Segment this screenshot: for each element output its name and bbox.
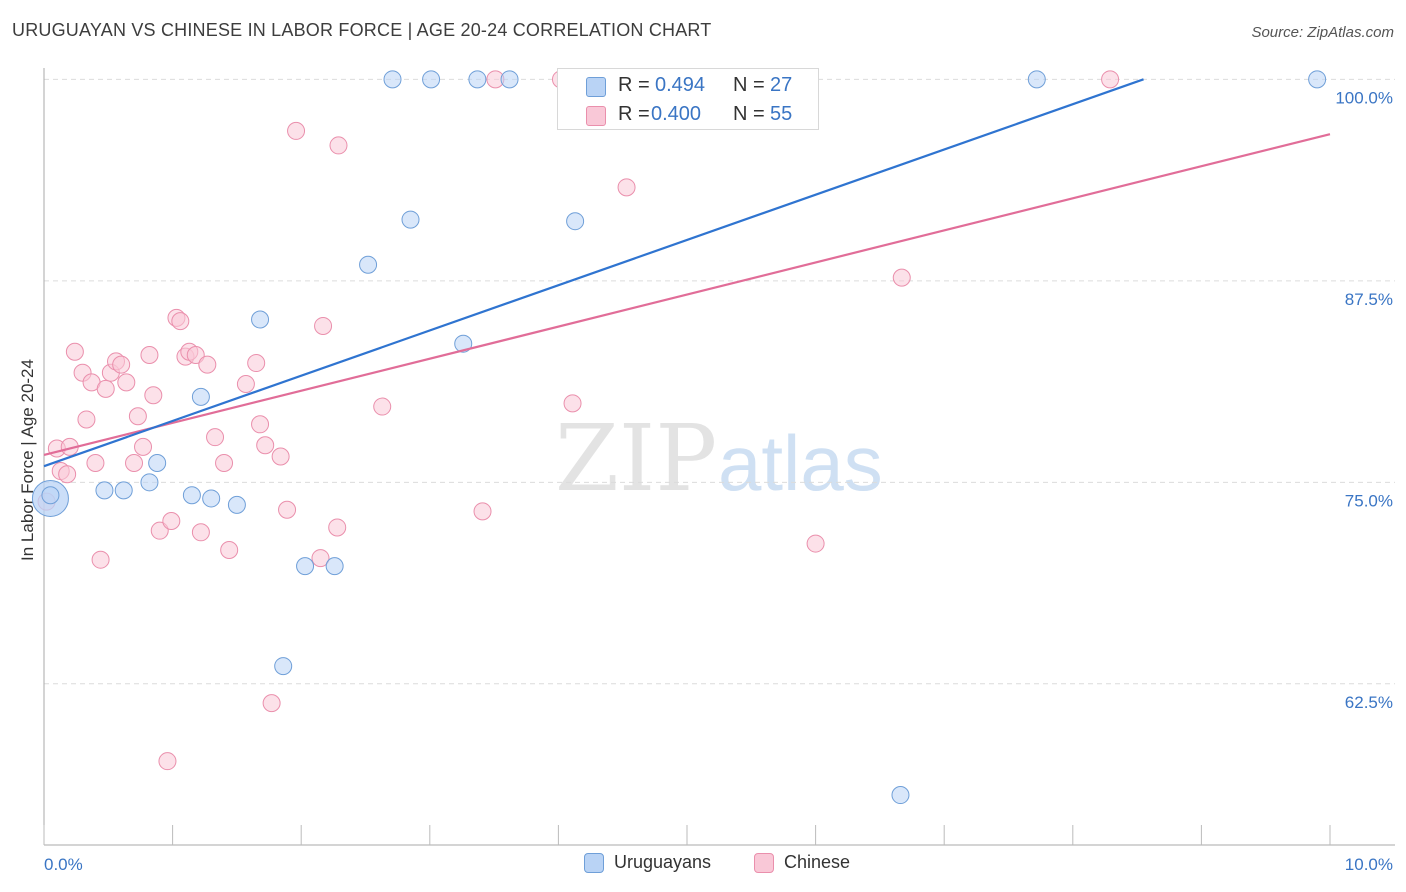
uruguayans-point (251, 310, 270, 329)
chinese-point (112, 355, 131, 374)
chinese-point (162, 512, 181, 531)
uruguayans-point (359, 255, 378, 274)
chinese-point (329, 136, 348, 155)
chinese-point (251, 415, 270, 434)
y-tick-label: 87.5% (1345, 290, 1393, 309)
chinese-point (96, 379, 115, 398)
chinese-point (144, 386, 163, 405)
uruguayans-point (1308, 70, 1327, 89)
stats-row-uruguayans: R = 0.494 N = 27 (558, 71, 818, 101)
uruguayans-point (202, 489, 221, 508)
stats-swatch-chinese (586, 106, 606, 126)
uruguayans-point (227, 495, 246, 514)
chinese-point (186, 345, 205, 364)
chinese-point (1101, 70, 1120, 89)
stats-r-label: R = (618, 74, 650, 96)
y-tick-label: 75.0% (1345, 491, 1393, 510)
y-tick-label: 100.0% (1335, 88, 1393, 107)
legend: Uruguayans Chinese (0, 852, 1406, 878)
chart-title: URUGUAYAN VS CHINESE IN LABOR FORCE | AG… (12, 20, 712, 40)
chinese-point (236, 374, 255, 393)
stats-n-label: N = (733, 103, 765, 125)
uruguayans-point (383, 70, 402, 89)
chinese-point (198, 355, 217, 374)
uruguayans-point (468, 70, 487, 89)
chinese-point (473, 502, 492, 521)
chinese-point (206, 428, 225, 447)
uruguayans-point (1027, 70, 1046, 89)
chinese-point (86, 453, 105, 472)
legend-swatch-chinese (754, 852, 774, 873)
chinese-point (117, 373, 136, 392)
y-tick-label: 62.5% (1345, 693, 1393, 712)
uruguayans-point (566, 212, 585, 231)
uruguayans-point (140, 473, 159, 492)
chinese-point (191, 523, 210, 542)
chinese-point (314, 316, 333, 335)
chinese-point (373, 397, 392, 416)
chinese-point (256, 436, 275, 455)
x-tick-label-left: 0.0% (44, 855, 83, 874)
stats-n-label: N = (733, 74, 765, 96)
stats-swatch-uruguayans (586, 77, 606, 97)
chinese-point (278, 500, 297, 519)
uruguayans-point (296, 557, 315, 576)
chinese-point (617, 178, 636, 197)
uruguayans-trend-line (43, 78, 1144, 468)
uruguayans-point (274, 657, 293, 676)
stats-r-value: 0.400 (651, 103, 702, 125)
legend-label-uruguayans: Uruguayans (614, 852, 712, 872)
chinese-point (65, 342, 84, 361)
chinese-point (262, 694, 281, 713)
watermark-zip: ZIP (555, 405, 717, 512)
chinese-point (215, 453, 234, 472)
source-label: Source: ZipAtlas.com (1251, 24, 1394, 41)
uruguayans-point (114, 481, 133, 500)
chinese-trend-line (43, 133, 1331, 456)
chinese-point (140, 345, 159, 364)
legend-label-chinese: Chinese (784, 852, 851, 872)
uruguayans-point (500, 70, 519, 89)
legend-item-uruguayans[interactable]: Uruguayans (584, 852, 711, 873)
chinese-point (58, 465, 77, 484)
uruguayans-point (891, 786, 910, 805)
stats-r-value: 0.494 (655, 74, 706, 96)
chinese-point (150, 521, 169, 540)
uruguayans-point (454, 334, 473, 353)
x-tick-label-right: 10.0% (1345, 855, 1393, 874)
uruguayans-point (41, 486, 60, 505)
stats-row-chinese: R = 0.400 N = 55 (558, 100, 818, 130)
chinese-point (158, 752, 177, 771)
chinese-point (77, 410, 96, 429)
stats-n-value: 27 (770, 74, 793, 96)
chinese-point (287, 121, 306, 140)
legend-swatch-uruguayans (584, 852, 604, 873)
chinese-point (247, 354, 266, 373)
uruguayans-point (182, 486, 201, 505)
watermark-atlas: atlas (718, 419, 883, 507)
chinese-point (171, 312, 190, 331)
stats-box: R = 0.494 N = 27 R = 0.400 N = 55 (557, 68, 819, 130)
chinese-point (563, 394, 582, 413)
stats-r-label: R = (618, 103, 650, 125)
chinese-point (220, 541, 239, 560)
stats-n-value: 55 (770, 103, 793, 125)
chinese-point (134, 437, 153, 456)
legend-item-chinese[interactable]: Chinese (754, 852, 850, 873)
chinese-point (311, 549, 330, 568)
chinese-point (91, 550, 110, 569)
chinese-point (271, 447, 290, 466)
uruguayans-point (401, 210, 420, 229)
uruguayans-point (422, 70, 441, 89)
uruguayans-point (191, 387, 210, 406)
uruguayans-point (325, 557, 344, 576)
chinese-point (806, 534, 825, 553)
chinese-point (892, 268, 911, 287)
chinese-point (128, 407, 147, 426)
chinese-point (328, 518, 347, 537)
chinese-point (125, 453, 144, 472)
uruguayans-point (95, 481, 114, 500)
uruguayans-point (148, 453, 167, 472)
